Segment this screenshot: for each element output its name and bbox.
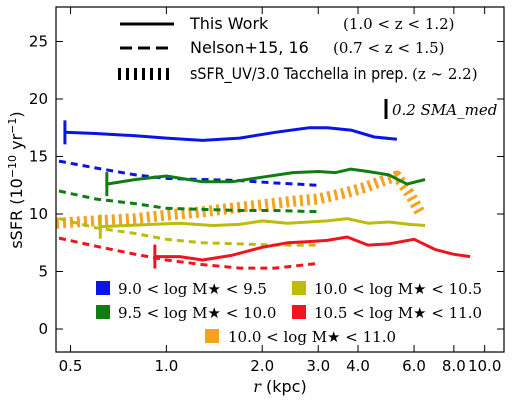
series-tacchella-10.0-11.0: [55, 170, 426, 229]
series-this_work-9.5-10.0: [106, 167, 426, 186]
start-markers: [63, 120, 157, 269]
x-tick-label: 2.0: [250, 357, 274, 375]
y-tick-label: 25: [29, 33, 48, 51]
x-tick-label: 4.0: [346, 357, 370, 375]
legend-tacchella: sSFR_UV/3.0 Tacchella in prep.: [190, 64, 408, 84]
series-this_work-9.0-9.5: [64, 126, 398, 142]
y-tick-label: 20: [29, 90, 48, 108]
x-tick-label: 10.0: [468, 357, 501, 375]
x-axis-label: r (kpc): [253, 377, 306, 396]
y-tick-label: 10: [29, 205, 48, 223]
y-tick-label: 5: [38, 263, 48, 281]
legend-nelson-range: (0.7 < z < 1.5): [333, 39, 445, 57]
x-tick-label: 1.0: [154, 357, 178, 375]
y-ticks: 0 5 10 15 20 25: [29, 33, 504, 338]
x-tick-label: 8.0: [442, 357, 466, 375]
x-tick-label: 6.0: [402, 357, 426, 375]
scale-bar-label: 0.2 SMA_med: [392, 101, 497, 119]
legend-tacchella-range: (z ∼ 2.2): [412, 65, 478, 83]
plot-frame: [55, 6, 505, 353]
mass-swatch-9.0-9.5: [96, 281, 110, 295]
x-ticks: 0.5 1.0 2.0 3.0 4.0 6.0 8.0 10.0: [59, 7, 501, 375]
mass-label-10.0-11.0: 10.0 < log M★ < 11.0: [228, 328, 396, 346]
mass-label-9.5-10.0: 9.5 < log M★ < 10.0: [118, 304, 276, 322]
y-tick-label: 0: [38, 320, 48, 338]
legend-this-work: This Work: [189, 14, 269, 33]
mass-legend: 9.0 < log M★ < 9.5 10.0 < log M★ < 10.5 …: [96, 280, 482, 346]
x-tick-label: 3.0: [306, 357, 330, 375]
mass-label-9.0-9.5: 9.0 < log M★ < 9.5: [118, 280, 267, 298]
mass-label-10.0-10.5: 10.0 < log M★ < 10.5: [314, 280, 482, 298]
mass-swatch-10.0-11.0: [205, 329, 219, 343]
mass-swatch-10.0-10.5: [292, 281, 306, 295]
legend-nelson: Nelson+15, 16: [190, 38, 309, 57]
x-tick-label: 0.5: [59, 357, 83, 375]
series-layer: [55, 126, 471, 270]
series-nelson-9.5-10.0: [58, 189, 319, 214]
series-this_work-10.0-10.5: [100, 217, 426, 229]
series-nelson-10.5-11.0: [58, 236, 319, 270]
mass-swatch-10.5-11.0: [292, 305, 306, 319]
y-axis-label: sSFR (10−10 yr−1): [6, 111, 27, 248]
y-tick-label: 15: [29, 148, 48, 166]
mass-label-10.5-11.0: 10.5 < log M★ < 11.0: [314, 304, 482, 322]
style-legend: This Work (1.0 < z < 1.2) Nelson+15, 16 …: [118, 14, 478, 84]
series-this_work-10.5-11.0: [154, 235, 471, 262]
mass-swatch-9.5-10.0: [96, 305, 110, 319]
legend-this-work-range: (1.0 < z < 1.2): [343, 15, 455, 33]
